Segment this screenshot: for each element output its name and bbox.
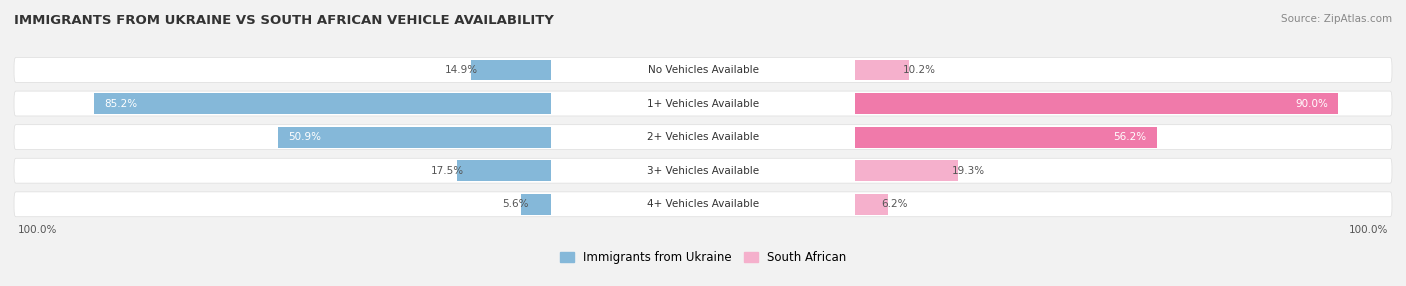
Bar xyxy=(855,127,1157,148)
Text: 19.3%: 19.3% xyxy=(952,166,984,176)
FancyBboxPatch shape xyxy=(554,161,852,180)
FancyBboxPatch shape xyxy=(14,91,1392,116)
Text: 90.0%: 90.0% xyxy=(1295,99,1327,109)
FancyBboxPatch shape xyxy=(554,94,852,113)
FancyBboxPatch shape xyxy=(554,128,852,146)
Text: 100.0%: 100.0% xyxy=(1350,225,1389,235)
Text: 17.5%: 17.5% xyxy=(432,166,464,176)
Bar xyxy=(94,93,551,114)
Bar xyxy=(855,160,959,181)
Text: 10.2%: 10.2% xyxy=(903,65,935,75)
Legend: Immigrants from Ukraine, South African: Immigrants from Ukraine, South African xyxy=(555,247,851,269)
Bar xyxy=(855,59,910,80)
Text: 85.2%: 85.2% xyxy=(104,99,136,109)
Text: 3+ Vehicles Available: 3+ Vehicles Available xyxy=(647,166,759,176)
FancyBboxPatch shape xyxy=(14,158,1392,183)
Text: 4+ Vehicles Available: 4+ Vehicles Available xyxy=(647,199,759,209)
FancyBboxPatch shape xyxy=(14,192,1392,217)
FancyBboxPatch shape xyxy=(554,195,852,214)
Bar xyxy=(471,59,551,80)
Text: IMMIGRANTS FROM UKRAINE VS SOUTH AFRICAN VEHICLE AVAILABILITY: IMMIGRANTS FROM UKRAINE VS SOUTH AFRICAN… xyxy=(14,14,554,27)
FancyBboxPatch shape xyxy=(14,57,1392,82)
Bar xyxy=(855,93,1339,114)
Text: No Vehicles Available: No Vehicles Available xyxy=(648,65,758,75)
Text: 50.9%: 50.9% xyxy=(288,132,321,142)
Bar xyxy=(522,194,551,215)
Text: 14.9%: 14.9% xyxy=(446,65,478,75)
Text: 6.2%: 6.2% xyxy=(882,199,907,209)
Text: 5.6%: 5.6% xyxy=(502,199,529,209)
Text: 1+ Vehicles Available: 1+ Vehicles Available xyxy=(647,99,759,109)
Bar xyxy=(855,194,887,215)
FancyBboxPatch shape xyxy=(14,125,1392,150)
Bar xyxy=(457,160,551,181)
Bar xyxy=(278,127,551,148)
Text: 100.0%: 100.0% xyxy=(17,225,56,235)
Text: 56.2%: 56.2% xyxy=(1114,132,1146,142)
Text: Source: ZipAtlas.com: Source: ZipAtlas.com xyxy=(1281,14,1392,24)
Text: 2+ Vehicles Available: 2+ Vehicles Available xyxy=(647,132,759,142)
FancyBboxPatch shape xyxy=(554,61,852,79)
